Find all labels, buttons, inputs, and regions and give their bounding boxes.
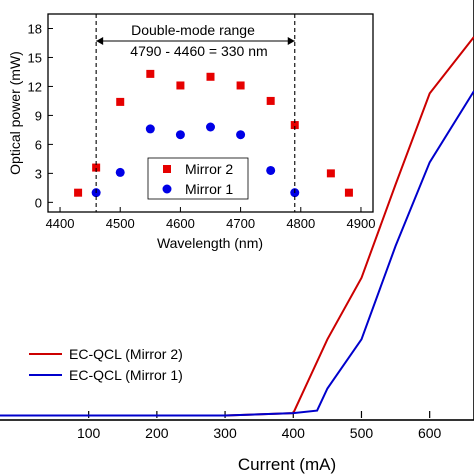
double-mode-range-label: Double-mode range bbox=[131, 22, 255, 38]
main-x-tick-label: 400 bbox=[282, 425, 306, 441]
main-x-tick-label: 200 bbox=[145, 425, 169, 441]
point-mirror-1 bbox=[175, 130, 185, 140]
inset-y-tick-label: 12 bbox=[28, 79, 42, 94]
legend-mirror-1-marker bbox=[162, 184, 172, 194]
inset-y-tick-label: 15 bbox=[28, 50, 42, 65]
inset-legend: Mirror 2 Mirror 1 bbox=[147, 157, 249, 200]
point-mirror-1 bbox=[115, 167, 125, 177]
point-mirror-1 bbox=[206, 122, 215, 132]
inset-y-tick-label: 18 bbox=[28, 21, 42, 36]
inset-x-tick-label: 4600 bbox=[166, 216, 195, 231]
inset-x-tick-label: 4500 bbox=[106, 216, 135, 231]
line-ec-qcl-mirror-1 bbox=[0, 90, 474, 417]
inset-y-tick-label: 0 bbox=[35, 195, 42, 210]
inset-y-tick-label: 9 bbox=[35, 108, 42, 123]
point-mirror-2 bbox=[344, 188, 353, 197]
main-series bbox=[0, 36, 474, 417]
main-x-tick-label: 100 bbox=[77, 425, 101, 441]
point-mirror-2 bbox=[326, 169, 335, 178]
point-mirror-2 bbox=[266, 96, 275, 105]
inset-legend-mirror-2-label: Mirror 2 bbox=[185, 161, 233, 177]
point-mirror-2 bbox=[236, 81, 245, 90]
double-mode-range-formula: 4790 - 4460 = 330 nm bbox=[130, 43, 267, 59]
inset-x-tick-label: 4900 bbox=[347, 216, 376, 231]
legend-mirror-2-label: EC-QCL (Mirror 2) bbox=[69, 346, 183, 362]
point-mirror-2 bbox=[146, 69, 155, 78]
inset-legend-mirror-1-label: Mirror 1 bbox=[185, 181, 233, 197]
point-mirror-2 bbox=[92, 163, 101, 172]
point-mirror-2 bbox=[176, 81, 185, 90]
point-mirror-2 bbox=[290, 121, 299, 130]
legend-mirror-2-marker bbox=[163, 165, 171, 173]
main-x-tick-label: 600 bbox=[418, 425, 442, 441]
inset-x-tick-label: 4400 bbox=[46, 216, 75, 231]
main-legend: EC-QCL (Mirror 2) EC-QCL (Mirror 1) bbox=[29, 346, 183, 383]
main-x-ticks: 100 200 300 400 500 600 bbox=[77, 411, 442, 441]
inset-plot: 4400 4500 4600 4700 4800 4900 0 3 6 9 12 15 18 Doubl… bbox=[7, 13, 376, 251]
legend-mirror-1-label: EC-QCL (Mirror 1) bbox=[69, 367, 183, 383]
point-mirror-1 bbox=[145, 124, 155, 134]
main-x-tick-label: 300 bbox=[213, 425, 237, 441]
range-arrow-head-right bbox=[287, 37, 295, 45]
double-mode-annotation: Double-mode range 4790 - 4460 = 330 nm bbox=[95, 14, 296, 212]
inset-x-axis-label: Wavelength (nm) bbox=[157, 235, 263, 251]
point-mirror-2 bbox=[206, 72, 215, 81]
inset-x-tick-label: 4800 bbox=[286, 216, 315, 231]
inset-y-tick-label: 6 bbox=[35, 137, 42, 152]
main-x-axis-label: Current (mA) bbox=[238, 455, 336, 474]
inset-frame bbox=[47, 13, 374, 213]
inset-legend-box bbox=[147, 157, 249, 200]
inset-y-tick-label: 3 bbox=[35, 166, 42, 181]
range-arrow-head-left bbox=[96, 37, 104, 45]
main-x-tick-label: 500 bbox=[350, 425, 374, 441]
inset-x-tick-label: 4700 bbox=[226, 216, 255, 231]
main-plot-frame bbox=[0, 0, 474, 421]
point-mirror-1 bbox=[236, 130, 246, 140]
inset-y-axis-label: Optical power (mW) bbox=[7, 51, 23, 175]
point-mirror-1 bbox=[266, 165, 276, 175]
point-mirror-2 bbox=[74, 188, 83, 197]
point-mirror-2 bbox=[116, 97, 125, 106]
inset-ticks: 4400 4500 4600 4700 4800 4900 0 3 6 9 12 15 18 bbox=[28, 21, 376, 231]
